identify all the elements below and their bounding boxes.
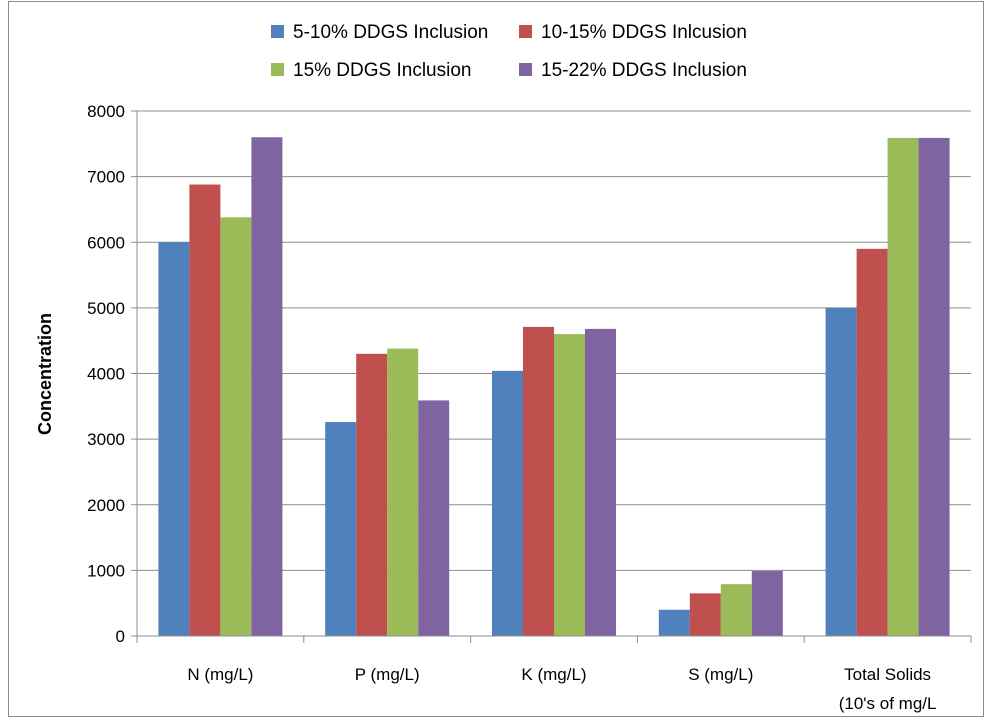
bar bbox=[720, 584, 752, 636]
bar bbox=[585, 328, 616, 636]
legend-swatch bbox=[271, 25, 284, 38]
legend-swatch bbox=[519, 25, 532, 38]
bar bbox=[356, 353, 388, 636]
y-tick-label: 4000 bbox=[87, 365, 125, 384]
bar bbox=[220, 217, 252, 636]
legend-label: 15% DDGS Inclusion bbox=[293, 60, 471, 81]
legend-item: 15% DDGS Inclusion bbox=[271, 60, 471, 81]
y-tick-label: 1000 bbox=[87, 561, 125, 580]
bars bbox=[158, 137, 950, 636]
bar-chart: 0 1000 2000 3000 4000 5000 6000 7000 8000 N (mg/… bbox=[35, 22, 972, 713]
x-tick-label: N (mg/L) bbox=[187, 665, 253, 684]
bar bbox=[887, 137, 919, 636]
legend-item: 10-15% DDGS Inlcusion bbox=[519, 22, 747, 43]
y-tick-label: 8000 bbox=[87, 102, 125, 121]
legend-label: 5-10% DDGS Inclusion bbox=[293, 22, 488, 43]
bar bbox=[751, 571, 783, 636]
bar bbox=[523, 326, 554, 636]
chart-frame: 0 1000 2000 3000 4000 5000 6000 7000 8000 N (mg/… bbox=[8, 1, 984, 717]
y-axis-title: Concentration bbox=[35, 313, 55, 435]
x-tick-labels: N (mg/L) P (mg/L) K (mg/L) S (mg/L) Total So… bbox=[187, 665, 936, 713]
x-tick-label: Total Solids bbox=[844, 665, 931, 684]
bar bbox=[689, 593, 721, 636]
bar bbox=[658, 609, 690, 636]
y-tick-label: 6000 bbox=[87, 233, 125, 252]
bar bbox=[325, 422, 357, 636]
y-tick-label: 0 bbox=[116, 627, 125, 646]
y-tick-label: 5000 bbox=[87, 299, 125, 318]
y-tick-label: 2000 bbox=[87, 496, 125, 515]
y-tick-labels: 0 1000 2000 3000 4000 5000 6000 7000 8000 bbox=[87, 102, 125, 646]
x-tick-label: K (mg/L) bbox=[521, 665, 586, 684]
bar bbox=[251, 137, 283, 636]
legend: 5-10% DDGS Inclusion 10-15% DDGS Inlcusio… bbox=[271, 22, 747, 81]
bar bbox=[492, 370, 523, 636]
x-tick-label: S (mg/L) bbox=[688, 665, 753, 684]
bar bbox=[918, 137, 950, 636]
bar bbox=[856, 248, 888, 636]
legend-label: 10-15% DDGS Inlcusion bbox=[541, 22, 747, 43]
bar bbox=[189, 184, 221, 636]
legend-item: 5-10% DDGS Inclusion bbox=[271, 22, 488, 43]
y-tick-label: 7000 bbox=[87, 168, 125, 187]
legend-label: 15-22% DDGS Inclusion bbox=[541, 60, 747, 81]
x-tick-label: P (mg/L) bbox=[355, 665, 420, 684]
axes bbox=[131, 110, 972, 643]
bar bbox=[418, 400, 450, 636]
x-tick-label: (10's of mg/L bbox=[839, 694, 937, 713]
bar bbox=[825, 307, 857, 636]
bar bbox=[554, 334, 585, 636]
legend-swatch bbox=[271, 63, 284, 76]
y-tick-label: 3000 bbox=[87, 430, 125, 449]
bar bbox=[387, 348, 419, 636]
bar bbox=[158, 242, 190, 636]
legend-item: 15-22% DDGS Inclusion bbox=[519, 60, 747, 81]
legend-swatch bbox=[519, 63, 532, 76]
